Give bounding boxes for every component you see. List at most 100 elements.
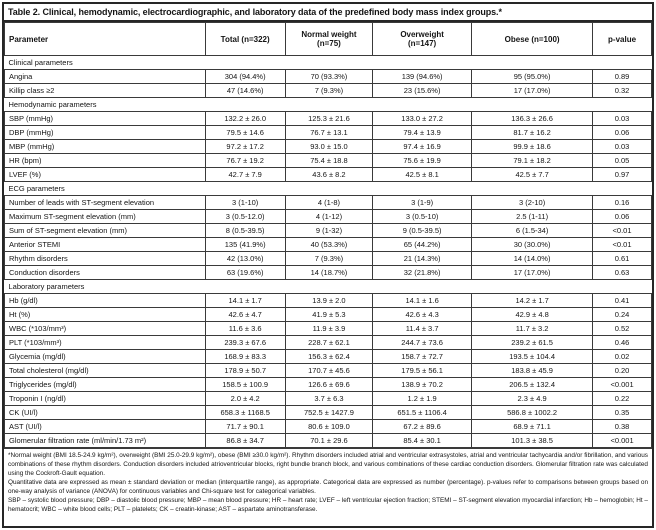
- value-cell: 47 (14.6%): [204, 83, 286, 98]
- col-header-normal-weight-label: Normal weight (n=75): [301, 30, 357, 48]
- p-value-cell: 0.22: [592, 391, 652, 406]
- value-cell: 752.5 ± 1427.9: [284, 405, 374, 420]
- parameter-cell: CK (UI/l): [4, 405, 206, 420]
- value-cell: 79.4 ± 13.9: [372, 125, 473, 140]
- col-header-parameter: Parameter: [4, 22, 206, 56]
- col-header-obese-label: Obese (n=100): [504, 34, 560, 44]
- section-label: Laboratory parameters: [4, 279, 652, 294]
- value-cell: 244.7 ± 73.6: [372, 335, 473, 350]
- value-cell: 183.8 ± 45.9: [471, 363, 594, 378]
- table-row: Anterior STEMI 135 (41.9%) 40 (53.3%) 65 (4…: [4, 237, 652, 252]
- value-cell: 239.2 ± 61.5: [471, 335, 594, 350]
- parameter-cell: LVEF (%): [4, 167, 206, 182]
- parameter-cell: SBP (mmHg): [4, 111, 206, 126]
- value-cell: 178.9 ± 50.7: [204, 363, 286, 378]
- value-cell: 7 (9.3%): [284, 83, 374, 98]
- parameter-cell: WBC (*103/mm³): [4, 321, 206, 336]
- value-cell: 11.9 ± 3.9: [284, 321, 374, 336]
- value-cell: 76.7 ± 13.1: [284, 125, 374, 140]
- table-row: Hb (g/dl) 14.1 ± 1.7 13.9 ± 2.0 14.1 ± 1.6 1…: [4, 293, 652, 308]
- value-cell: 17 (17.0%): [471, 83, 594, 98]
- table-row: Number of leads with ST-segment elevatio…: [4, 195, 652, 210]
- value-cell: 125.3 ± 21.6: [284, 111, 374, 126]
- value-cell: 30 (30.0%): [471, 237, 594, 252]
- col-header-p-value-label: p-value: [608, 34, 637, 44]
- value-cell: 14.1 ± 1.7: [204, 293, 286, 308]
- value-cell: 193.5 ± 104.4: [471, 349, 594, 364]
- value-cell: 80.6 ± 109.0: [284, 419, 374, 434]
- value-cell: 41.9 ± 5.3: [284, 307, 374, 322]
- value-cell: 101.3 ± 38.5: [471, 433, 594, 448]
- value-cell: 3 (2-10): [471, 195, 594, 210]
- value-cell: 42 (13.0%): [204, 251, 286, 266]
- value-cell: 42.6 ± 4.3: [372, 307, 473, 322]
- parameter-cell: HR (bpm): [4, 153, 206, 168]
- value-cell: 21 (14.3%): [372, 251, 473, 266]
- value-cell: 23 (15.6%): [372, 83, 473, 98]
- table-row: Killip class ≥2 47 (14.6%) 7 (9.3%) 23 (15.…: [4, 83, 652, 98]
- value-cell: 8 (0.5-39.5): [204, 223, 286, 238]
- table-row: Triglycerides (mg/dl) 158.5 ± 100.9 126.6 …: [4, 377, 652, 392]
- value-cell: 139 (94.6%): [372, 69, 473, 84]
- value-cell: 132.2 ± 26.0: [204, 111, 286, 126]
- value-cell: 658.3 ± 1168.5: [204, 405, 286, 420]
- value-cell: 651.5 ± 1106.4: [372, 405, 473, 420]
- value-cell: 93.0 ± 15.0: [284, 139, 374, 154]
- table-row: MBP (mmHg) 97.2 ± 17.2 93.0 ± 15.0 97.4 ± 1…: [4, 139, 652, 154]
- value-cell: 76.7 ± 19.2: [204, 153, 286, 168]
- value-cell: 43.6 ± 8.2: [284, 167, 374, 182]
- p-value-cell: 0.03: [592, 139, 652, 154]
- section-label: Clinical parameters: [4, 55, 652, 70]
- p-value-cell: 0.06: [592, 209, 652, 224]
- value-cell: 3 (0.5-12.0): [204, 209, 286, 224]
- parameter-cell: DBP (mmHg): [4, 125, 206, 140]
- section-row: ECG parameters: [4, 181, 652, 196]
- col-header-p-value: p-value: [592, 22, 652, 56]
- section-row: Clinical parameters: [4, 55, 652, 70]
- table-row: Glycemia (mg/dl) 168.9 ± 83.3 156.3 ± 62.4…: [4, 349, 652, 364]
- value-cell: 71.7 ± 90.1: [204, 419, 286, 434]
- p-value-cell: 0.03: [592, 111, 652, 126]
- value-cell: 9 (1-32): [284, 223, 374, 238]
- value-cell: 4 (1-8): [284, 195, 374, 210]
- value-cell: 135 (41.9%): [204, 237, 286, 252]
- table-row: PLT (*103/mm³) 239.3 ± 67.6 228.7 ± 62.1 24…: [4, 335, 652, 350]
- value-cell: 11.4 ± 3.7: [372, 321, 473, 336]
- table-row: Rhythm disorders 42 (13.0%) 7 (9.3%) 21 (14…: [4, 251, 652, 266]
- col-header-normal-weight: Normal weight (n=75): [284, 22, 374, 56]
- value-cell: 6 (1.5-34): [471, 223, 594, 238]
- table-row: CK (UI/l) 658.3 ± 1168.5 752.5 ± 1427.9 651…: [4, 405, 652, 420]
- p-value-cell: 0.06: [592, 125, 652, 140]
- value-cell: 95 (95.0%): [471, 69, 594, 84]
- value-cell: 239.3 ± 67.6: [204, 335, 286, 350]
- value-cell: 14 (18.7%): [284, 265, 374, 280]
- parameter-cell: PLT (*103/mm³): [4, 335, 206, 350]
- parameter-cell: Glomerular filtration rate (ml/min/1.73 …: [4, 433, 206, 448]
- value-cell: 168.9 ± 83.3: [204, 349, 286, 364]
- parameter-cell: Rhythm disorders: [4, 251, 206, 266]
- p-value-cell: <0.01: [592, 237, 652, 252]
- value-cell: 179.5 ± 56.1: [372, 363, 473, 378]
- table-row: AST (UI/l) 71.7 ± 90.1 80.6 ± 109.0 67.2 ± …: [4, 419, 652, 434]
- table-row: Angina 304 (94.4%) 70 (93.3%) 139 (94.6%) 95…: [4, 69, 652, 84]
- value-cell: 9 (0.5-39.5): [372, 223, 473, 238]
- value-cell: 136.3 ± 26.6: [471, 111, 594, 126]
- value-cell: 158.5 ± 100.9: [204, 377, 286, 392]
- section-row: Laboratory parameters: [4, 279, 652, 294]
- value-cell: 42.7 ± 7.9: [204, 167, 286, 182]
- table-row: DBP (mmHg) 79.5 ± 14.6 76.7 ± 13.1 79.4 ± 1…: [4, 125, 652, 140]
- value-cell: 97.2 ± 17.2: [204, 139, 286, 154]
- parameter-cell: Glycemia (mg/dl): [4, 349, 206, 364]
- value-cell: 75.6 ± 19.9: [372, 153, 473, 168]
- footnote-definitions: *Normal weight (BMI 18.5-24.9 kg/m²), ov…: [8, 452, 648, 477]
- value-cell: 13.9 ± 2.0: [284, 293, 374, 308]
- table-body: Clinical parameters Angina 304 (94.4%) 70 (…: [4, 55, 652, 448]
- value-cell: 14.2 ± 1.7: [471, 293, 594, 308]
- section-row: Hemodynamic parameters: [4, 97, 652, 112]
- value-cell: 14 (14.0%): [471, 251, 594, 266]
- table-row: Glomerular filtration rate (ml/min/1.73 …: [4, 433, 652, 448]
- value-cell: 7 (9.3%): [284, 251, 374, 266]
- parameter-cell: Triglycerides (mg/dl): [4, 377, 206, 392]
- p-value-cell: 0.05: [592, 153, 652, 168]
